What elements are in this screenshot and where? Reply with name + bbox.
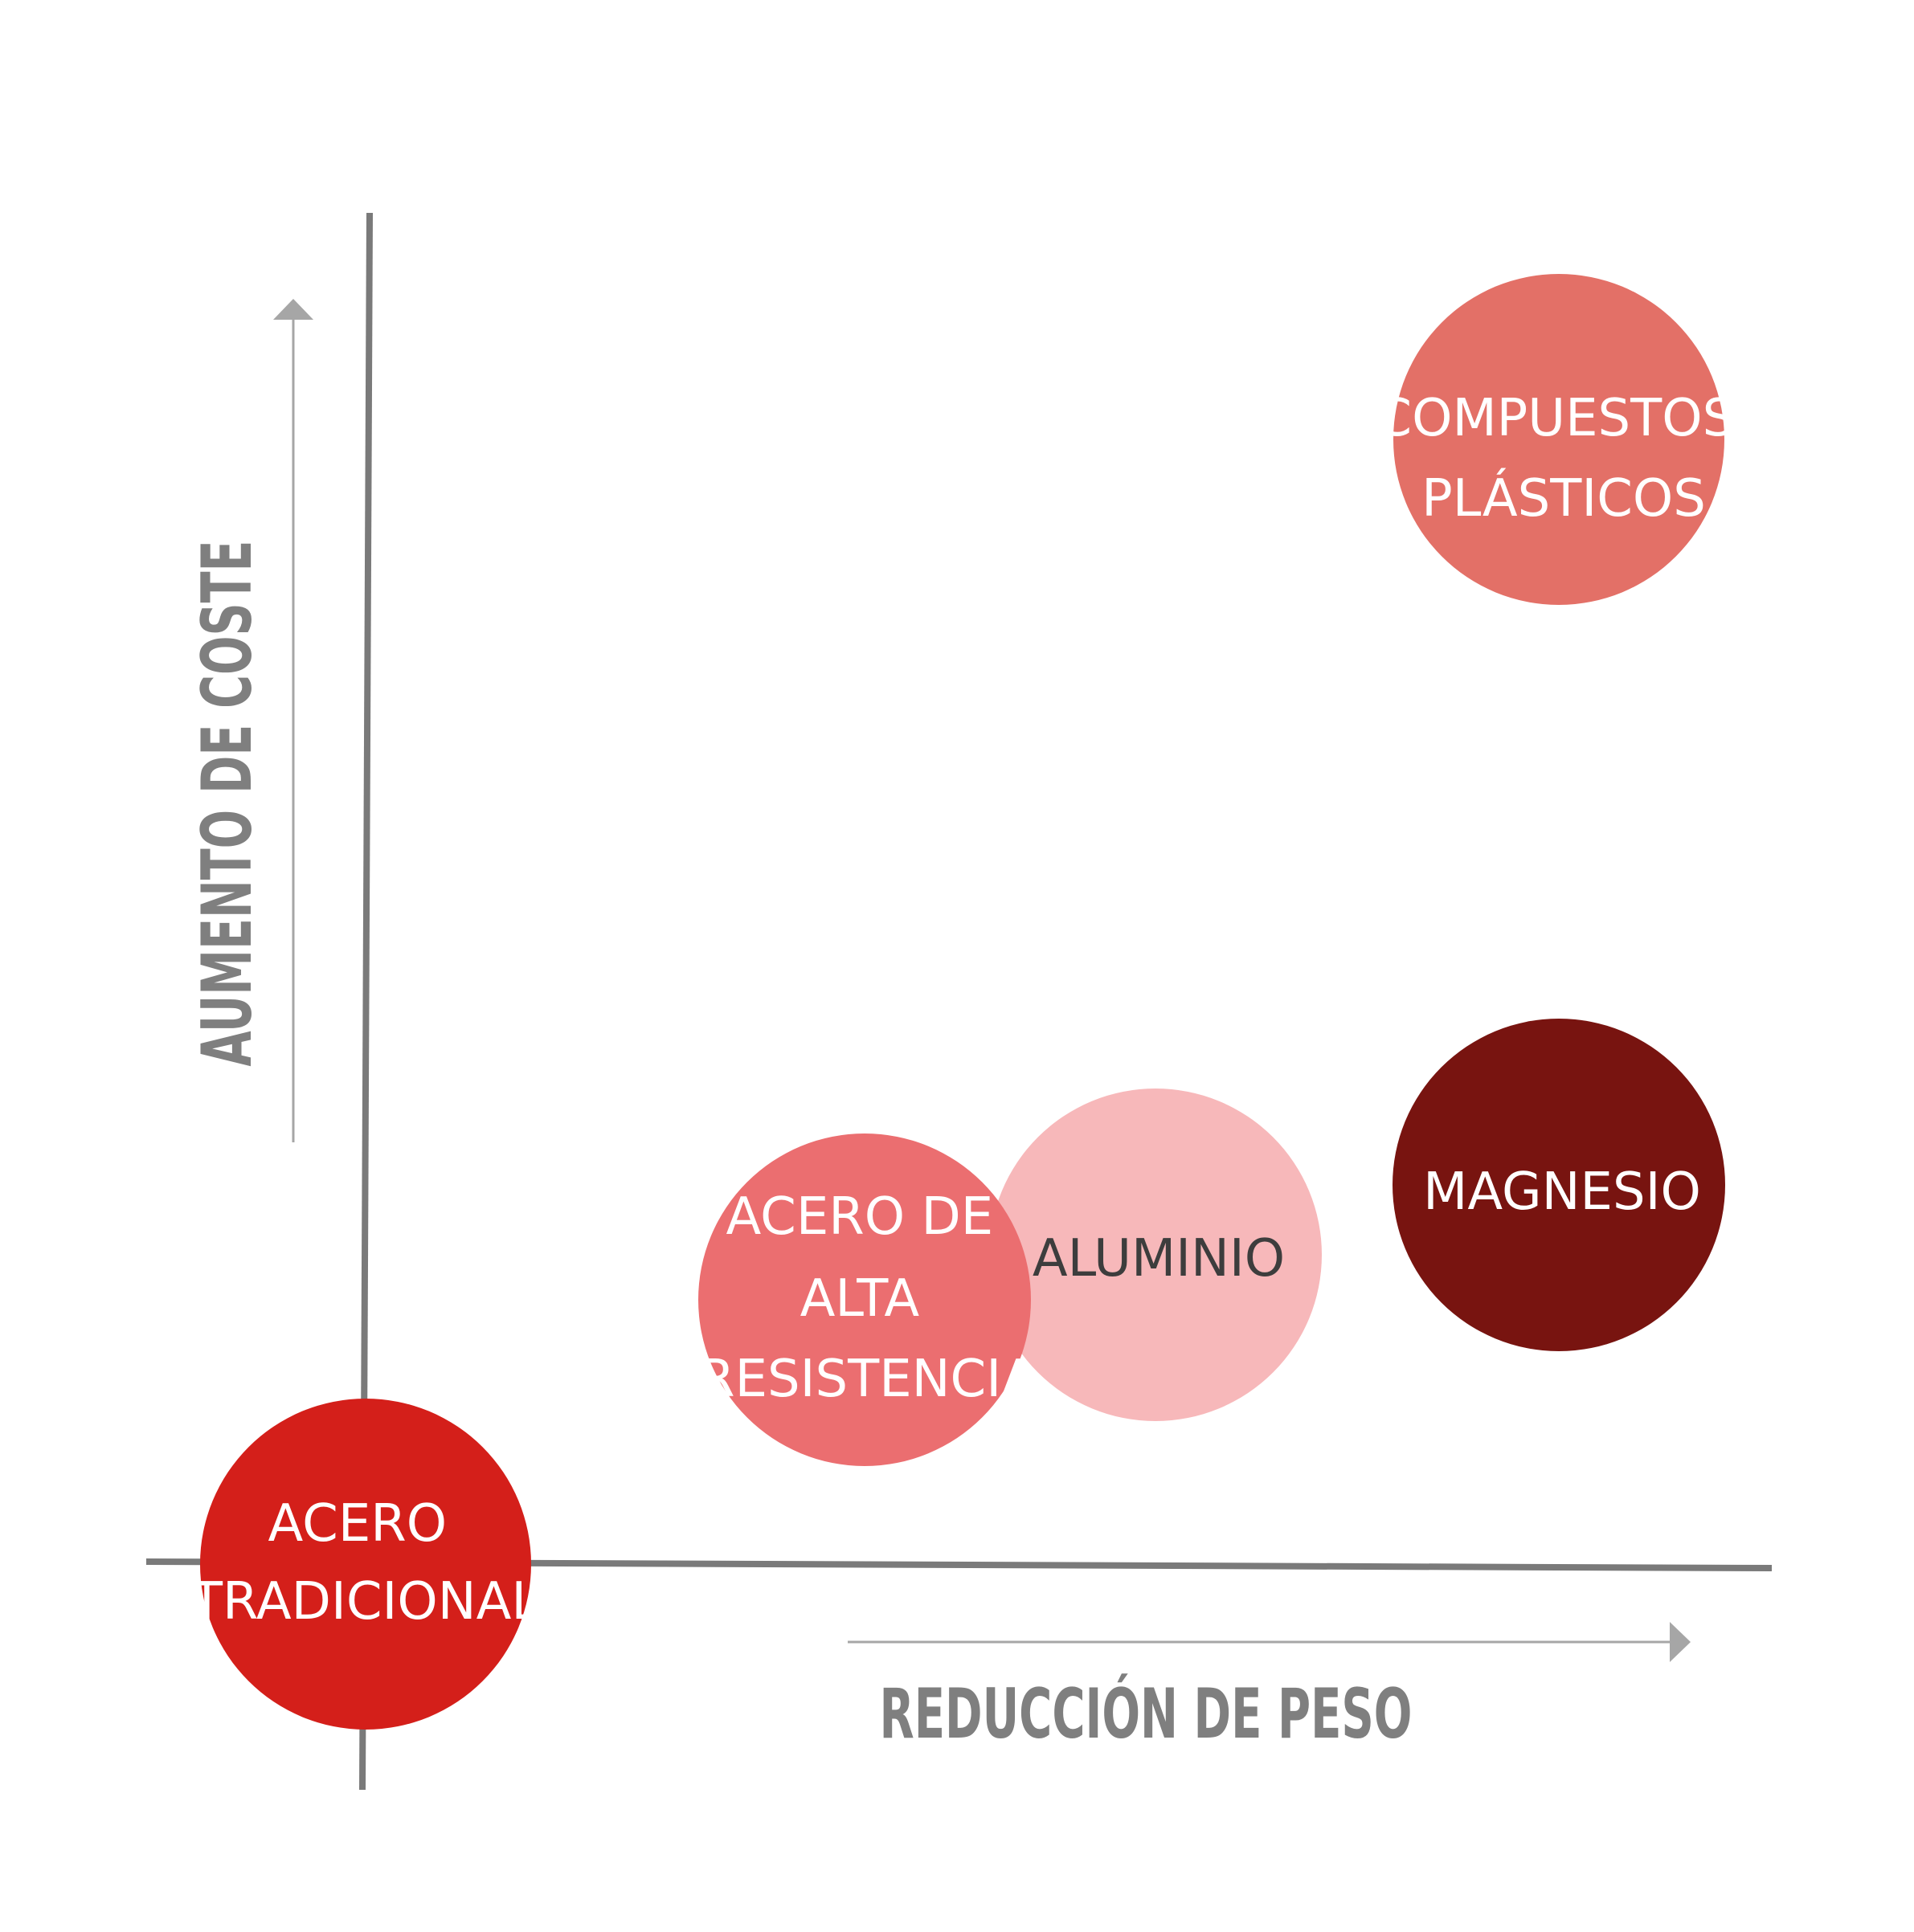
bubble-magnesio: MAGNESIO [1393, 1019, 1725, 1351]
bubble-label: ALUMINIO [1033, 1229, 1285, 1289]
bubble-label-line: ALTA [800, 1269, 920, 1329]
x-direction-arrow [848, 1622, 1691, 1662]
bubble-circle [989, 1089, 1322, 1421]
bubble-label: COMPUESTOS PLÁSTICOS [1376, 389, 1751, 529]
bubble-circle [1393, 274, 1724, 605]
bubble-label-line: ACERO [268, 1494, 448, 1554]
bubble-label: ACERO TRADICIONAL [190, 1494, 541, 1632]
bubble-label: ACERO DE ALTA RESISTENCIA [699, 1187, 1037, 1409]
bubble-label-line: TRADICIONAL [190, 1572, 541, 1632]
y-arrow-head-icon [273, 299, 313, 320]
x-arrow-head-icon [1670, 1622, 1691, 1662]
bubble-label-line: PLÁSTICOS [1421, 468, 1706, 529]
bubble-acero-tradicional: ACERO TRADICIONAL [190, 1399, 541, 1730]
bubble-acero-alta-resistencia: ACERO DE ALTA RESISTENCIA [698, 1133, 1037, 1466]
bubble-label-line: ACERO DE [726, 1187, 993, 1247]
bubble-label-line: COMPUESTOS [1376, 389, 1735, 448]
bubble-compuestos-plasticos: COMPUESTOS PLÁSTICOS [1376, 274, 1751, 605]
bubble-label-line: ALUMINIO [1033, 1229, 1285, 1289]
x-axis-title: REDUCCIÓN DE PESO [880, 1673, 1413, 1754]
bubble-label-line: MAGNESIO [1423, 1162, 1701, 1222]
bubble-label: MAGNESIO [1423, 1162, 1701, 1222]
bubble-circle [200, 1399, 531, 1730]
bubble-label-line: RESISTENCIA [699, 1350, 1037, 1409]
bubble-circle [698, 1133, 1031, 1466]
y-direction-arrow [273, 299, 313, 1142]
y-axis-title: AUMENTO DE COSTE [187, 541, 268, 1067]
bubble-aluminio: ALUMINIO [989, 1089, 1322, 1421]
bubble-circle [1393, 1019, 1725, 1351]
